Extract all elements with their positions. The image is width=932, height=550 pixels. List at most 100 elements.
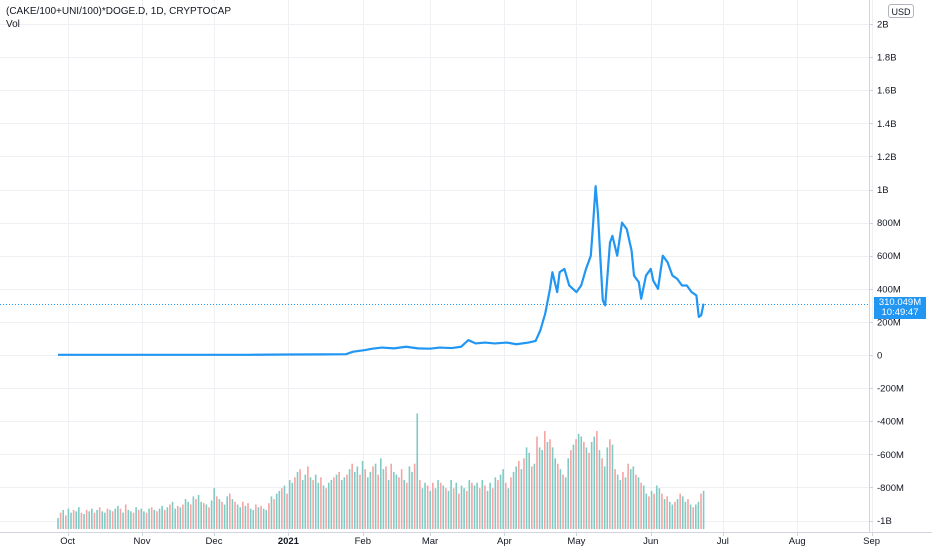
volume-bar — [166, 507, 169, 529]
volume-bar — [380, 458, 382, 529]
volume-bar — [143, 511, 145, 529]
price-axis[interactable]: 2B 1.8B 1.6B 1.4B 1.2B 1B 800M 600M 400M 200M 0 -20… — [869, 20, 904, 528]
countdown-timer: 10:49:47 — [881, 307, 919, 318]
volume-bar — [335, 474, 338, 529]
volume-bar — [268, 503, 270, 529]
volume-bar — [106, 508, 109, 529]
time-axis[interactable]: Oct Nov Dec 2021 Feb Mar Apr May Jun Jul Aug Sep — [60, 532, 880, 547]
volume-bar — [502, 469, 504, 529]
volume-bar — [301, 480, 304, 529]
volume-bar — [411, 471, 413, 529]
volume-bar — [468, 480, 471, 529]
volume-bar — [619, 480, 622, 529]
volume-bar — [124, 504, 127, 529]
volume-indicator-label[interactable]: Vol — [6, 19, 20, 30]
volume-bar — [390, 463, 393, 529]
volume-bar — [437, 480, 439, 529]
volume-bar — [533, 463, 536, 529]
volume-bar — [340, 480, 343, 529]
volume-bar — [273, 499, 275, 529]
volume-bar — [275, 493, 278, 529]
volume-bar — [270, 496, 273, 529]
last-price-value: 310.049M — [878, 297, 922, 308]
volume-bar — [374, 463, 377, 529]
volume-bar — [221, 501, 223, 529]
grid-lines — [0, 0, 873, 532]
volume-bar — [570, 450, 572, 529]
volume-bar — [551, 447, 554, 529]
volume-bar — [681, 496, 684, 529]
volume-bar — [377, 474, 379, 529]
volume-bar — [114, 508, 117, 529]
volume-bar — [512, 471, 515, 529]
volume-bar — [278, 490, 281, 529]
volume-bar — [260, 505, 262, 529]
volume-bar — [135, 507, 137, 529]
volume-bar — [603, 466, 606, 529]
volume-bar — [450, 480, 452, 529]
volume-bar — [262, 508, 265, 529]
volume-bar — [195, 499, 197, 529]
volume-bar — [309, 477, 312, 529]
volume-bar — [372, 466, 374, 529]
symbol-title[interactable]: (CAKE/100+UNI/100)*DOGE.D, 1D, CRYPTOCAP — [6, 6, 231, 17]
volume-bar — [676, 499, 679, 529]
volume-bar — [567, 458, 570, 529]
volume-bar — [494, 477, 497, 529]
volume-bar — [419, 480, 421, 529]
volume-bar — [606, 447, 609, 529]
volume-bar — [588, 452, 590, 529]
volume-bar — [127, 509, 130, 529]
volume-bar — [343, 477, 346, 529]
volume-bar — [400, 469, 403, 529]
price-axis-tick-label: -600M — [877, 450, 904, 461]
volume-bar — [385, 466, 387, 529]
volume-bar — [611, 444, 614, 529]
volume-bar — [471, 482, 473, 529]
volume-bar — [465, 490, 468, 529]
time-axis-tick-label: Aug — [789, 536, 806, 547]
price-axis-tick-label: 1.2B — [877, 152, 897, 163]
volume-bar — [609, 439, 611, 529]
currency-button[interactable]: USD — [888, 4, 914, 18]
volume-bar — [632, 466, 635, 529]
volume-bar — [322, 485, 325, 529]
volume-bar — [119, 508, 122, 529]
volume-bar — [369, 471, 372, 529]
volume-bar — [645, 493, 648, 529]
volume-bar — [523, 458, 525, 529]
volume-bar — [622, 471, 624, 529]
volume-bar — [317, 482, 320, 529]
volume-bar — [700, 493, 702, 529]
volume-bar — [130, 511, 132, 529]
volume-bar — [424, 482, 426, 529]
price-axis-tick-label: 1.8B — [877, 53, 897, 64]
volume-bar — [393, 471, 395, 529]
volume-bar — [255, 504, 257, 529]
volume-bar — [692, 507, 694, 529]
last-price-badge: 310.049M 10:49:47 — [874, 297, 926, 319]
volume-bar — [580, 436, 583, 529]
volume-bar — [530, 466, 533, 529]
volume-bar — [455, 482, 458, 529]
volume-bar — [413, 463, 416, 529]
volume-bar — [104, 512, 106, 529]
volume-bar — [286, 493, 288, 529]
volume-bar — [231, 499, 234, 529]
volume-bar — [429, 490, 432, 529]
volume-bar — [452, 488, 455, 529]
volume-bar — [184, 499, 187, 529]
volume-bar — [91, 508, 93, 529]
volume-bar — [353, 471, 356, 529]
volume-bar — [507, 488, 510, 529]
volume-bar — [348, 469, 351, 529]
price-axis-tick-label: 2B — [877, 20, 889, 31]
volume-bar — [598, 450, 601, 529]
volume-bar — [109, 509, 111, 529]
volume-bar — [517, 461, 520, 529]
volume-bar — [88, 511, 91, 529]
volume-bar — [294, 477, 296, 529]
volume-bar — [304, 474, 307, 529]
price-axis-tick-label: 800M — [877, 218, 901, 229]
